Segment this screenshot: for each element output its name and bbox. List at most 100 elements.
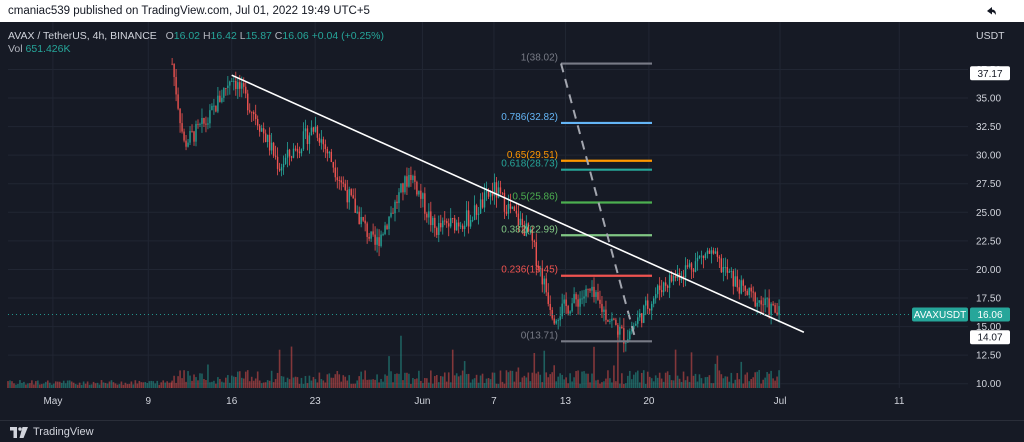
volume-bar: [688, 381, 691, 388]
volume-bar: [416, 378, 418, 388]
volume-bar: [136, 383, 139, 388]
price-chart[interactable]: 1(38.02) 0.786(32.82) 0.65(29.51)0.618(28.…: [0, 22, 1024, 420]
volume-bar: [328, 373, 331, 388]
volume-bar: [17, 384, 19, 388]
candle-body: [772, 303, 774, 306]
dot-separator: [160, 30, 163, 42]
candle-body: [621, 326, 623, 329]
candle-body: [191, 130, 193, 132]
volume-bar: [223, 382, 225, 388]
volume-bar: [619, 383, 621, 388]
candle-body: [368, 236, 370, 239]
candle-body: [722, 267, 725, 273]
volume-bar: [48, 382, 51, 388]
volume-bar: [561, 374, 563, 388]
candle-body: [585, 288, 587, 297]
volume-bar: [672, 380, 675, 388]
time-tick-label: Jun: [414, 396, 430, 407]
volume-bar: [400, 335, 402, 388]
share-icon[interactable]: [985, 5, 997, 17]
candle-body: [581, 298, 583, 300]
volume-bar: [100, 380, 103, 388]
volume-bar: [599, 383, 601, 388]
candle-body: [221, 97, 223, 102]
time-tick-label: May: [43, 396, 62, 407]
volume-bar: [581, 371, 583, 388]
volume-bar: [102, 382, 105, 388]
volume-bar: [320, 378, 323, 388]
candle-body: [593, 286, 595, 297]
volume-bar: [654, 375, 657, 388]
volume-bar: [732, 383, 735, 388]
volume-bar: [674, 349, 677, 388]
candle-body: [768, 298, 770, 315]
volume-bar: [31, 380, 33, 388]
open-label: O: [165, 30, 174, 42]
volume-bar: [503, 383, 506, 388]
volume-bar: [491, 372, 494, 388]
candle-body: [422, 193, 424, 199]
volume-bar: [168, 382, 170, 388]
candle-body: [714, 251, 717, 254]
volume-bar: [195, 377, 197, 388]
volume-bar: [179, 370, 181, 388]
volume-bar: [760, 383, 762, 388]
candle-body: [324, 144, 327, 150]
candle-body: [493, 182, 496, 196]
price-tick-label: 17.50: [976, 294, 1001, 305]
candle-body: [738, 287, 740, 294]
volume-bar: [714, 363, 717, 388]
candle-body: [463, 225, 466, 230]
chart-grid: [8, 22, 968, 388]
volume-bar: [754, 372, 756, 388]
volume-bar: [646, 371, 649, 388]
volume-bar: [233, 376, 235, 388]
symbol-name[interactable]: AVAX / TetherUS, 4h, BINANCE: [8, 30, 157, 42]
volume-bar: [35, 381, 37, 388]
candle-body: [362, 216, 364, 221]
time-tick-label: 23: [310, 396, 322, 407]
volume-bar: [742, 383, 745, 388]
volume-bar: [660, 378, 663, 388]
volume-bar: [764, 377, 766, 388]
candle-body: [448, 223, 450, 227]
volume-bar: [356, 380, 358, 388]
volume-bar: [418, 370, 420, 388]
volume-bar: [39, 384, 41, 388]
change-value: +0.04 (+0.25%): [311, 30, 384, 42]
volume-bar: [555, 381, 557, 388]
candle-body: [535, 242, 537, 266]
candle-body: [469, 220, 472, 227]
candle-body: [623, 328, 625, 344]
candle-body: [748, 287, 750, 295]
volume-bar: [47, 380, 49, 388]
time-tick-label: 7: [491, 396, 497, 407]
fib-level-label: 0.5(25.86): [512, 191, 558, 202]
volume-bar: [513, 381, 516, 388]
candle-body: [591, 286, 593, 291]
volume-bar: [126, 384, 129, 388]
candle-body: [531, 229, 534, 241]
candle-body: [485, 190, 488, 193]
volume-bar: [346, 380, 349, 388]
volume-bar: [748, 381, 751, 388]
currency-label[interactable]: USDT: [976, 30, 1005, 42]
candle-body: [712, 250, 715, 254]
candle-body: [450, 218, 452, 227]
candle-body: [555, 320, 557, 324]
candle-body: [298, 151, 301, 154]
candle-body: [426, 213, 428, 218]
candle-body: [457, 222, 460, 227]
candle-body: [690, 263, 693, 270]
tradingview-brand: TradingView: [10, 424, 94, 440]
volume-bar: [11, 381, 13, 388]
volume-bar: [722, 378, 725, 388]
candle-body: [483, 192, 486, 208]
candle-body: [193, 131, 195, 142]
candle-body: [215, 105, 217, 112]
volume-bar: [517, 367, 520, 388]
candle-body: [495, 182, 498, 198]
volume-bar: [621, 373, 623, 388]
volume-bar: [684, 380, 687, 388]
candle-body: [658, 285, 661, 291]
